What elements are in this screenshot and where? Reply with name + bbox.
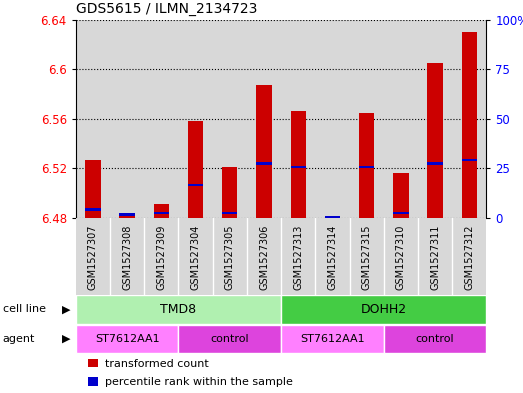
Text: DOHH2: DOHH2 bbox=[361, 303, 407, 316]
Text: GSM1527311: GSM1527311 bbox=[430, 224, 440, 290]
Text: agent: agent bbox=[3, 334, 35, 344]
Bar bbox=[256, 162, 272, 165]
Bar bbox=[427, 63, 443, 218]
Bar bbox=[256, 85, 272, 218]
Text: GSM1527306: GSM1527306 bbox=[259, 224, 269, 290]
Text: percentile rank within the sample: percentile rank within the sample bbox=[105, 377, 292, 387]
Bar bbox=[359, 166, 374, 168]
Text: GSM1527309: GSM1527309 bbox=[156, 224, 166, 290]
Bar bbox=[281, 20, 315, 218]
Bar bbox=[222, 212, 237, 214]
Bar bbox=[281, 325, 384, 353]
Bar bbox=[281, 296, 486, 324]
Bar bbox=[88, 359, 98, 367]
Text: GSM1527312: GSM1527312 bbox=[464, 224, 474, 290]
Text: ▶: ▶ bbox=[62, 305, 71, 314]
Bar bbox=[418, 20, 452, 218]
Bar bbox=[178, 20, 213, 218]
Bar bbox=[76, 20, 110, 218]
Bar bbox=[393, 173, 408, 218]
Bar bbox=[144, 20, 178, 218]
Bar bbox=[154, 212, 169, 214]
Bar bbox=[119, 213, 135, 218]
Bar bbox=[213, 218, 247, 295]
Text: ▶: ▶ bbox=[62, 334, 71, 344]
Text: GSM1527305: GSM1527305 bbox=[225, 224, 235, 290]
Bar bbox=[154, 204, 169, 218]
Bar bbox=[188, 184, 203, 186]
Bar bbox=[213, 20, 247, 218]
Text: GSM1527313: GSM1527313 bbox=[293, 224, 303, 290]
Bar bbox=[418, 218, 452, 295]
Bar bbox=[119, 213, 135, 215]
Bar bbox=[349, 20, 384, 218]
Text: GSM1527315: GSM1527315 bbox=[361, 224, 372, 290]
Bar bbox=[247, 20, 281, 218]
Bar bbox=[315, 20, 349, 218]
Text: GDS5615 / ILMN_2134723: GDS5615 / ILMN_2134723 bbox=[76, 2, 257, 16]
Bar bbox=[85, 160, 100, 218]
Bar bbox=[393, 212, 408, 214]
Bar bbox=[349, 218, 384, 295]
Bar bbox=[384, 20, 418, 218]
Bar bbox=[290, 112, 306, 218]
Bar bbox=[427, 162, 443, 165]
Bar bbox=[290, 166, 306, 168]
Text: control: control bbox=[416, 334, 454, 344]
Text: GSM1527310: GSM1527310 bbox=[396, 224, 406, 290]
Bar bbox=[110, 218, 144, 295]
Text: ST7612AA1: ST7612AA1 bbox=[95, 334, 160, 344]
Text: ST7612AA1: ST7612AA1 bbox=[300, 334, 365, 344]
Text: GSM1527304: GSM1527304 bbox=[190, 224, 201, 290]
Bar bbox=[452, 20, 486, 218]
Text: GSM1527307: GSM1527307 bbox=[88, 224, 98, 290]
Text: cell line: cell line bbox=[3, 305, 46, 314]
Bar bbox=[110, 20, 144, 218]
Text: transformed count: transformed count bbox=[105, 359, 208, 369]
Bar bbox=[85, 208, 100, 211]
Text: TMD8: TMD8 bbox=[161, 303, 197, 316]
Bar bbox=[384, 218, 418, 295]
Text: GSM1527308: GSM1527308 bbox=[122, 224, 132, 290]
Bar bbox=[178, 325, 281, 353]
Bar bbox=[76, 218, 110, 295]
Bar bbox=[315, 218, 349, 295]
Bar bbox=[76, 296, 281, 324]
Text: GSM1527314: GSM1527314 bbox=[327, 224, 337, 290]
Bar bbox=[88, 377, 98, 386]
Bar bbox=[188, 121, 203, 218]
Bar bbox=[222, 167, 237, 218]
Bar bbox=[144, 218, 178, 295]
Bar bbox=[325, 217, 340, 218]
Bar bbox=[462, 32, 477, 218]
Bar bbox=[76, 325, 178, 353]
Bar bbox=[452, 218, 486, 295]
Bar bbox=[325, 216, 340, 218]
Bar bbox=[359, 113, 374, 218]
Bar bbox=[178, 218, 213, 295]
Bar bbox=[247, 218, 281, 295]
Bar bbox=[384, 325, 486, 353]
Bar bbox=[281, 218, 315, 295]
Bar bbox=[462, 159, 477, 161]
Text: control: control bbox=[210, 334, 249, 344]
